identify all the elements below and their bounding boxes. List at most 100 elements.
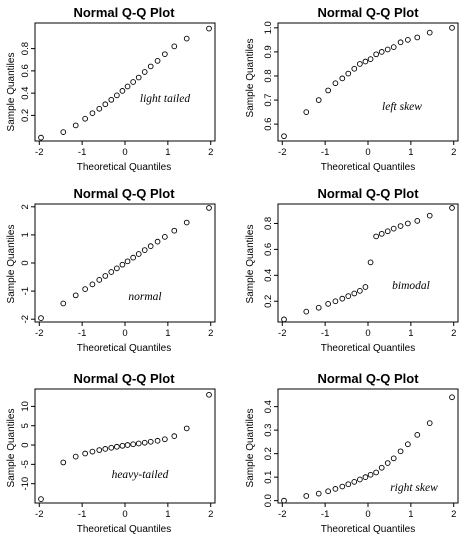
data-point [362, 284, 369, 290]
data-point [102, 273, 109, 279]
x-tick-label: -2 [278, 147, 286, 158]
data-point [154, 57, 161, 64]
y-tick-label: -10 [20, 477, 31, 491]
x-tick-label: 1 [408, 328, 413, 339]
panel-light-tailed: Normal Q-Q Plot Theoretical Quantiles Sa… [6, 5, 216, 173]
data-point [315, 97, 322, 103]
data-point [171, 433, 178, 439]
data-point [72, 122, 79, 129]
data-point [378, 230, 385, 237]
data-point [141, 69, 148, 75]
panel-title: Normal Q-Q Plot [73, 371, 175, 386]
data-point [124, 83, 131, 90]
data-point [171, 227, 178, 234]
data-point [38, 134, 44, 141]
data-point [147, 243, 154, 249]
data-point [60, 129, 67, 135]
data-point [345, 293, 352, 299]
x-tick-label: 0 [365, 509, 370, 520]
x-tick-label: 1 [165, 509, 170, 520]
data-point [102, 446, 109, 452]
data-point [325, 300, 331, 307]
data-point [397, 448, 404, 455]
panel-bimodal: Normal Q-Q Plot Theoretical Quantiles Sa… [245, 186, 459, 354]
data-point [345, 70, 352, 77]
panel-title: Normal Q-Q Plot [317, 5, 419, 20]
data-point [362, 474, 369, 480]
data-point [60, 300, 67, 307]
y-tick-label: 0.3 [263, 424, 274, 437]
y-tick-label: -2 [20, 315, 31, 323]
data-point [362, 58, 369, 65]
data-point [357, 476, 363, 483]
panel-heavy-tailed: Normal Q-Q Plot Theoretical Quantiles Sa… [6, 371, 216, 535]
data-point [89, 110, 96, 117]
data-point [89, 281, 96, 288]
x-tick-label: 0 [365, 328, 370, 339]
data-point [303, 308, 310, 315]
data-point [206, 25, 212, 32]
data-point [89, 448, 96, 455]
data-point [206, 391, 212, 398]
plot-frame [34, 203, 216, 323]
data-point [72, 453, 79, 460]
data-point [397, 39, 404, 46]
y-tick-label: -1 [20, 287, 31, 295]
panel-normal: Normal Q-Q Plot Theoretical Quantiles Sa… [6, 186, 216, 354]
y-tick-label: 0.6 [20, 64, 31, 77]
y-tick-label: 0.6 [263, 118, 274, 131]
data-point [154, 437, 161, 444]
data-point [405, 441, 411, 448]
data-point [281, 316, 287, 323]
data-point [119, 442, 126, 449]
data-point [332, 298, 339, 305]
y-tick-label: 0.2 [263, 295, 274, 308]
data-point [373, 469, 379, 476]
x-tick-label: 2 [208, 509, 213, 520]
x-tick-label: -2 [35, 509, 43, 520]
data-point [281, 497, 287, 504]
data-point [373, 51, 379, 58]
data-point [147, 63, 154, 70]
data-point [124, 442, 131, 448]
data-point [384, 460, 391, 466]
panel-annotation: left skew [382, 101, 422, 113]
data-point [384, 46, 391, 53]
panel-title: Normal Q-Q Plot [317, 186, 419, 201]
x-axis-label: Theoretical Quantiles [77, 343, 172, 354]
x-tick-label: -2 [35, 328, 43, 339]
data-point [114, 265, 120, 272]
x-tick-label: 0 [122, 147, 127, 158]
y-axis-label: Sample Quantiles [245, 409, 256, 488]
x-axis-label: Theoretical Quantiles [321, 524, 416, 535]
y-tick-label: 0.8 [263, 69, 274, 82]
data-point [357, 61, 363, 67]
x-tick-label: 0 [365, 147, 370, 158]
x-tick-label: -1 [321, 509, 329, 520]
data-point [449, 205, 455, 211]
data-point [135, 74, 142, 81]
data-point [414, 431, 421, 438]
y-tick-label: 0 [20, 260, 31, 265]
data-point [130, 441, 136, 448]
y-tick-label: 0.4 [20, 87, 31, 100]
data-point [38, 315, 44, 321]
x-tick-label: -2 [278, 328, 286, 339]
data-point [378, 464, 385, 471]
y-tick-label: 1 [20, 232, 31, 237]
panel-annotation: heavy-tailed [112, 469, 169, 481]
x-tick-label: -2 [278, 509, 286, 520]
data-point [426, 420, 433, 426]
y-axis-label: Sample Quantiles [6, 409, 17, 488]
data-point [351, 65, 358, 72]
data-point [108, 444, 115, 451]
x-tick-label: 1 [165, 147, 170, 158]
data-point [405, 220, 411, 227]
data-point [390, 225, 397, 232]
y-tick-label: 0.4 [263, 269, 274, 282]
data-point [154, 238, 161, 245]
panel-title: Normal Q-Q Plot [73, 186, 175, 201]
data-point [325, 488, 331, 495]
panel-annotation: right skew [390, 482, 438, 494]
data-point [373, 233, 379, 240]
